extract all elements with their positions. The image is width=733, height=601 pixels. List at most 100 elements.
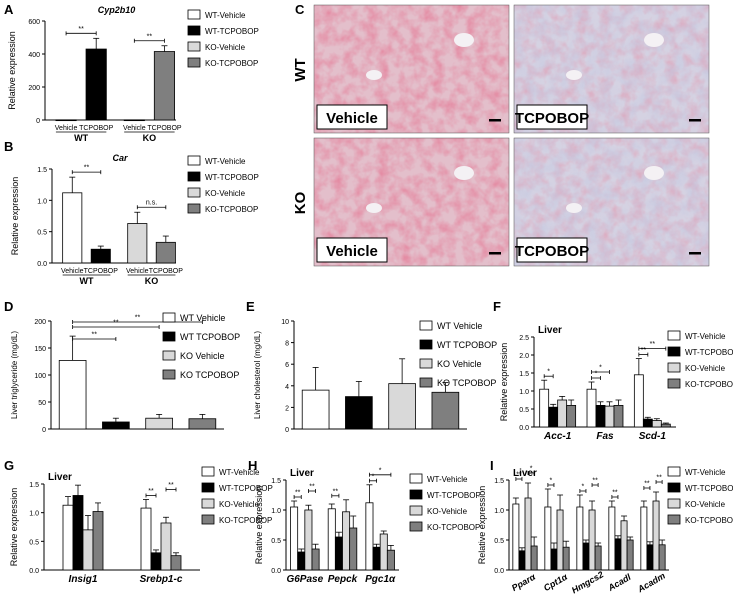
bar-1 [90, 248, 111, 264]
y-tick-label: 1.5 [271, 478, 281, 485]
legend-swatch [667, 482, 681, 493]
significance-label: * [595, 371, 598, 378]
legend-swatch [162, 350, 176, 361]
gene-label: Scd-1 [639, 431, 667, 442]
bar-Pgc1α-2 [379, 533, 388, 571]
gene-label: G6Pase [286, 574, 323, 585]
legend-swatch [409, 473, 423, 484]
gene-label: Acc-1 [543, 431, 572, 442]
y-axis-label: Relative expression [9, 488, 19, 567]
legend-entry: KO-Vehicle [219, 500, 260, 509]
bar-1 [102, 421, 130, 430]
significance-label: ** [168, 482, 174, 489]
condition-label: TCPOBOP [515, 110, 589, 127]
condition-label-box [316, 237, 388, 263]
legend-entry: KO-Vehicle [685, 364, 726, 373]
chart-I: 0.0 0.5 1.0 1.5 Relative expression I Liver Ppa… [477, 458, 733, 595]
legend-swatch [419, 358, 433, 369]
significance-label: * [550, 478, 553, 485]
bar-Cpt1α-1 [550, 548, 558, 571]
bar-0 [58, 360, 87, 430]
legend-entry: KO-TCPOBOP [205, 205, 258, 214]
vessel-lumen [644, 33, 664, 47]
y-tick-label: 0.5 [271, 538, 281, 545]
y-axis-label: Relative expression [254, 486, 264, 565]
y-tick-label: 600 [28, 19, 40, 26]
bar-Srebp1-c-2 [160, 522, 172, 571]
condition-label-box [516, 104, 588, 130]
legend-swatch [187, 155, 201, 166]
legend-entry: KO Vehicle [437, 359, 482, 369]
bar-3 [188, 418, 217, 430]
significance-label: ** [650, 341, 656, 348]
legend-entry: WT-Vehicle [685, 332, 726, 341]
significance-label: ** [147, 33, 153, 40]
panel-letter: G [4, 458, 14, 473]
significance-label: ** [516, 472, 522, 479]
y-tick-label: 1.5 [494, 478, 504, 485]
y-axis-label: Relative expression [499, 343, 509, 422]
significance-label: ** [612, 490, 618, 497]
tile-border [513, 4, 710, 134]
vessel-lumen [644, 166, 664, 180]
micrograph-tile: TCPOBOP [513, 4, 710, 134]
legend-swatch [667, 378, 681, 389]
micrograph-tile: TCPOBOP [513, 137, 710, 267]
significance-label: * [530, 466, 533, 473]
chart-title: Liver [290, 468, 314, 479]
micrograph-panel-c: C Vehicle TCPOBOP Vehicle TCPOBOP WT KO [292, 2, 710, 267]
bar-Pgc1α-3 [386, 549, 395, 571]
bar-Pgc1α-1 [372, 546, 381, 571]
x-tick-label: Vehicle [55, 125, 78, 132]
group-label: WT [80, 276, 94, 286]
x-tick-label: TCPOBOP [149, 268, 184, 275]
legend-entry: WT-TCPOBOP [685, 484, 733, 493]
bar-2 [123, 119, 145, 122]
legend-entry: WT-TCPOBOP [427, 491, 481, 500]
bar-Pparα-0 [512, 503, 520, 571]
bar-Pgc1α-0 [365, 502, 374, 571]
micrograph-tile: Vehicle [313, 137, 510, 267]
significance-label: ** [295, 490, 301, 497]
y-tick-label: 400 [28, 52, 40, 59]
legend-swatch [409, 521, 423, 532]
bar-Pepck-3 [349, 527, 358, 571]
y-tick-label: 1.0 [494, 508, 504, 515]
gene-label: Insig1 [69, 574, 98, 585]
legend-swatch [419, 320, 433, 331]
legend-entry: KO-Vehicle [685, 500, 726, 509]
legend-swatch [201, 514, 215, 525]
group-label: KO [143, 133, 157, 143]
chart-E: 0 2 4 6 8 10 Liver cholesterol (mg/dL) E WT Vehi… [246, 299, 497, 434]
vessel-lumen [566, 203, 582, 213]
y-tick-label: 1.0 [37, 198, 47, 205]
group-label: KO [145, 276, 159, 286]
x-tick-label: TCPOBOP [79, 125, 114, 132]
legend-entry: WT TCPOBOP [180, 332, 240, 342]
legend-entry: WT-TCPOBOP [219, 484, 273, 493]
y-tick-label: 10 [281, 319, 289, 326]
bar-Acadm-2 [652, 500, 660, 571]
bar-Fas-3 [613, 404, 624, 428]
chart-H: 0.0 0.5 1.0 1.5 Relative expression H Liver G6P… [248, 458, 481, 585]
significance-label: ** [644, 481, 650, 488]
legend-swatch [187, 25, 201, 36]
significance-label: n.s. [146, 200, 157, 207]
y-tick-label: 0 [36, 118, 40, 125]
legend-swatch [187, 187, 201, 198]
y-tick-label: 50 [38, 400, 46, 407]
y-tick-label: 200 [34, 319, 46, 326]
legend-entry: KO-TCPOBOP [685, 380, 733, 389]
tile-border [313, 137, 510, 267]
legend-entry: WT TCPOBOP [437, 340, 497, 350]
legend-swatch [667, 514, 681, 525]
chart-F: 0.0 0.5 1.0 1.5 2.0 2.5 Relative expression F Li… [493, 299, 733, 442]
y-tick-label: 0.0 [29, 568, 39, 575]
y-tick-label: 1.0 [519, 389, 529, 396]
y-tick-label: 1.0 [271, 508, 281, 515]
gene-label: Acadm [635, 571, 667, 595]
scale-bar [489, 252, 501, 255]
bar-Acc-1-1 [548, 406, 559, 428]
legend-entry: KO TCPOBOP [437, 378, 496, 388]
chart-title: Liver [513, 468, 537, 479]
